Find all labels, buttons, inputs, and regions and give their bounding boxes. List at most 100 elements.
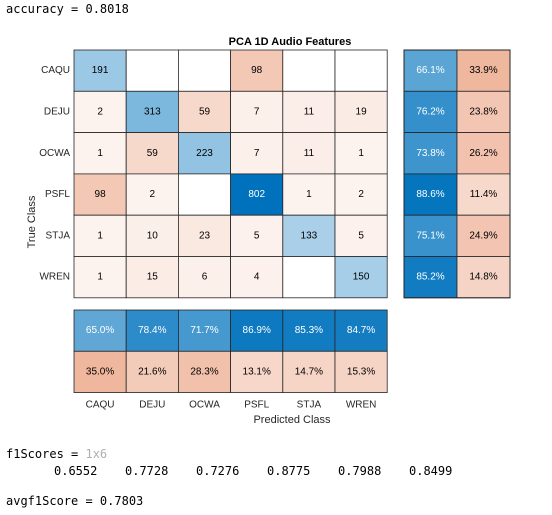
f1-scores-output: f1Scores = 1x6 xyxy=(6,447,107,461)
matrix-cell xyxy=(73,256,127,299)
cell-value: 59 xyxy=(147,148,159,159)
cell-value: 191 xyxy=(92,65,109,76)
cell-value: 98 xyxy=(251,65,263,76)
cell-value: 4 xyxy=(254,272,260,283)
matrix-cell xyxy=(177,256,231,299)
f1-value: 0.6552 xyxy=(54,464,98,478)
row-incorrect-value: 23.8% xyxy=(469,106,497,117)
y-tick-label: OCWA xyxy=(39,148,70,159)
row-correct-value: 76.2% xyxy=(416,106,444,117)
cell-value: 1 xyxy=(358,148,364,159)
x-tick-label: DEJU xyxy=(139,400,165,411)
matrix-cell xyxy=(282,90,336,134)
col-incorrect-cell xyxy=(177,350,231,393)
f1-size: 1x6 xyxy=(85,447,108,461)
cell-value: 2 xyxy=(150,189,156,200)
matrix-cell xyxy=(73,132,127,175)
confusion-chart: PCA 1D Audio Features 191 982 313 59 7 11 191 5… xyxy=(26,36,511,426)
col-incorrect-value: 28.3% xyxy=(190,366,218,377)
col-correct-cell xyxy=(177,309,231,352)
matrix-cell xyxy=(125,214,179,257)
col-incorrect-cell xyxy=(282,350,336,393)
cell-value: 1 xyxy=(97,230,103,241)
cell-value: 150 xyxy=(353,272,370,283)
row-incorrect-cell xyxy=(456,132,511,175)
col-incorrect-cell xyxy=(334,350,388,393)
row-correct-cell xyxy=(403,90,458,134)
y-tick-label: PSFL xyxy=(45,189,70,200)
matrix-cell xyxy=(230,256,284,299)
col-correct-value: 84.7% xyxy=(347,325,375,336)
col-correct-value: 86.9% xyxy=(243,325,271,336)
col-correct-value: 85.3% xyxy=(295,325,323,336)
f1-value: 0.8499 xyxy=(409,464,453,478)
f1-value: 0.7276 xyxy=(196,464,240,478)
col-correct-value: 65.0% xyxy=(86,325,114,336)
cell-value: 223 xyxy=(196,148,213,159)
row-correct-cell xyxy=(403,132,458,175)
x-tick-labels: CAQU DEJU OCWA PSFL STJA WREN xyxy=(86,400,377,411)
matrix-cell xyxy=(125,173,179,216)
row-summary-grid: 66.1% 33.9% 76.2% 23.8% 73.8% 26.2% 88.6% 11.4%… xyxy=(403,49,511,299)
x-tick-label: PSFL xyxy=(244,400,269,411)
cell-value: 98 xyxy=(95,189,107,200)
avg-value: 0.7803 xyxy=(99,494,144,508)
confusion-matrix-grid: 191 982 313 59 7 11 191 59 223 7 11 198 2 802 1 21 10 23 5… xyxy=(73,49,388,299)
cell-value: 5 xyxy=(254,230,260,241)
row-incorrect-cell xyxy=(456,90,511,134)
cell-value: 7 xyxy=(254,106,260,117)
f1-value: 0.7728 xyxy=(125,464,169,478)
cell-value: 11 xyxy=(304,148,315,159)
matrix-cell xyxy=(334,90,388,134)
chart-title: PCA 1D Audio Features xyxy=(229,36,352,48)
cell-value: 6 xyxy=(202,272,208,283)
cell-value: 2 xyxy=(97,106,103,117)
y-tick-labels: CAQU DEJU OCWA PSFL STJA WREN xyxy=(39,65,71,283)
matrix-cell xyxy=(125,49,179,92)
y-tick-label: WREN xyxy=(39,272,70,283)
cell-value: 2 xyxy=(358,189,364,200)
x-tick-label: STJA xyxy=(297,400,322,411)
matrix-cell xyxy=(282,49,336,92)
cell-value: 5 xyxy=(358,230,364,241)
y-tick-label: CAQU xyxy=(41,65,70,76)
row-incorrect-value: 33.9% xyxy=(469,65,497,76)
col-incorrect-value: 13.1% xyxy=(243,366,271,377)
cell-value: 23 xyxy=(199,230,211,241)
col-correct-cell xyxy=(125,309,179,352)
row-correct-value: 73.8% xyxy=(416,148,444,159)
f1-value: 0.7988 xyxy=(338,464,382,478)
cell-value: 313 xyxy=(144,106,161,117)
matrix-cell xyxy=(73,49,127,92)
column-summary-grid: 65.0% 35.0% 78.4% 21.6% 71.7% 28.3% 86.9% 13.1%… xyxy=(73,309,388,393)
matrix-cell xyxy=(334,173,388,216)
cell-value: 802 xyxy=(248,189,265,200)
matrix-cell xyxy=(282,256,336,299)
f1-label: f1Scores = xyxy=(6,447,86,461)
matrix-cell xyxy=(177,49,231,92)
matrix-cell xyxy=(73,214,127,257)
matrix-cell xyxy=(73,173,127,216)
cell-value: 15 xyxy=(147,272,159,283)
x-axis-label: Predicted Class xyxy=(253,414,331,426)
cell-value: 7 xyxy=(254,148,260,159)
col-incorrect-cell xyxy=(230,350,284,393)
col-incorrect-value: 35.0% xyxy=(86,366,114,377)
x-tick-label: CAQU xyxy=(86,400,115,411)
cell-value: 11 xyxy=(304,106,315,117)
matrix-cell xyxy=(230,49,284,92)
matrix-cell xyxy=(177,173,231,216)
col-correct-cell xyxy=(73,309,127,352)
row-correct-value: 85.2% xyxy=(416,272,444,283)
row-incorrect-value: 11.4% xyxy=(470,189,498,200)
accuracy-value: 0.8018 xyxy=(85,2,129,16)
row-incorrect-cell xyxy=(456,214,511,257)
y-tick-label: STJA xyxy=(46,230,71,241)
cell-value: 1 xyxy=(97,148,103,159)
matrix-cell xyxy=(230,132,284,175)
col-correct-value: 71.7% xyxy=(190,325,218,336)
row-correct-cell xyxy=(403,256,458,299)
row-correct-cell xyxy=(403,214,458,257)
cell-value: 19 xyxy=(356,106,368,117)
matrix-cell xyxy=(334,256,388,299)
